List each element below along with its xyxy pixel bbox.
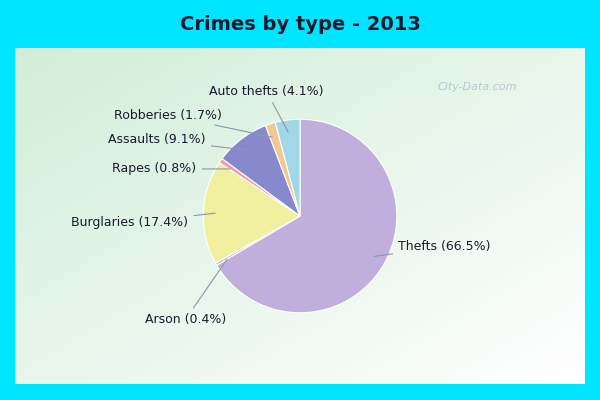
Text: Rapes (0.8%): Rapes (0.8%) [112, 162, 230, 176]
Wedge shape [215, 216, 300, 265]
Wedge shape [217, 119, 397, 313]
Wedge shape [203, 163, 300, 263]
Text: Arson (0.4%): Arson (0.4%) [145, 259, 227, 326]
Text: Thefts (66.5%): Thefts (66.5%) [374, 240, 491, 256]
Wedge shape [222, 126, 300, 216]
Text: Burglaries (17.4%): Burglaries (17.4%) [71, 213, 215, 229]
Text: Auto thefts (4.1%): Auto thefts (4.1%) [209, 84, 323, 132]
Wedge shape [266, 122, 300, 216]
Wedge shape [275, 119, 300, 216]
Text: Robberies (1.7%): Robberies (1.7%) [114, 109, 272, 137]
Text: City-Data.com: City-Data.com [437, 82, 517, 92]
Wedge shape [219, 159, 300, 216]
Text: Assaults (9.1%): Assaults (9.1%) [109, 133, 247, 150]
Text: Crimes by type - 2013: Crimes by type - 2013 [179, 14, 421, 34]
